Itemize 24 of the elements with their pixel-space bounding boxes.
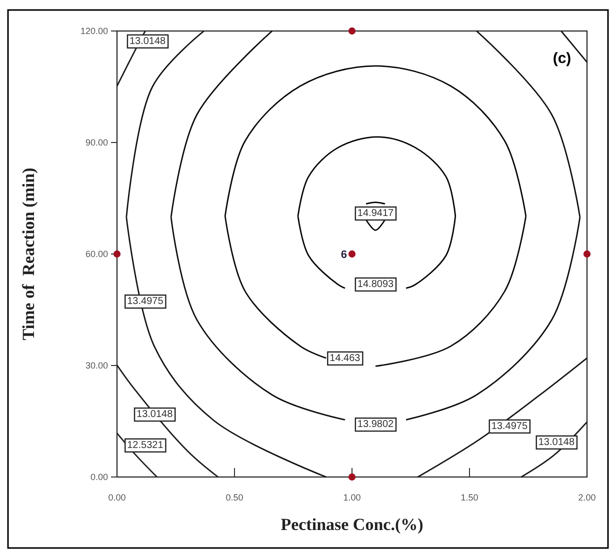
x-tick-label: 2.00 bbox=[578, 492, 596, 502]
annotation: 13.4975 bbox=[491, 420, 528, 432]
annotation: 13.0148 bbox=[129, 36, 166, 47]
annotation: 13.4975 bbox=[127, 296, 164, 308]
x-axis-title: Pectinase Conc.(%) bbox=[280, 515, 424, 534]
annotation: 13.0148 bbox=[136, 409, 174, 420]
x-tick-label: 0.50 bbox=[226, 492, 244, 502]
x-tick-label: 1.00 bbox=[343, 492, 361, 502]
annotation: 13.0148 bbox=[538, 436, 575, 448]
y-tick-label: 120.00 bbox=[80, 26, 108, 36]
annotation: (c) bbox=[552, 50, 572, 67]
x-tick-label: 0.00 bbox=[108, 492, 126, 502]
annotation: 12.5321 bbox=[127, 440, 164, 451]
annotation: 14.8093 bbox=[357, 278, 394, 290]
annotation: 14.463 bbox=[330, 352, 361, 364]
y-axis-title: Time of Reaction (min) bbox=[19, 168, 38, 340]
annotation: 14.9417 bbox=[357, 208, 394, 219]
y-tick-label: 30.00 bbox=[85, 360, 108, 370]
y-tick-label: 60.00 bbox=[85, 248, 108, 259]
y-tick-label: 0.00 bbox=[90, 472, 108, 482]
y-tick-label: 90.00 bbox=[85, 137, 108, 148]
x-tick-label: 1.50 bbox=[460, 492, 478, 502]
annotation: 6 bbox=[340, 249, 347, 261]
annotation: 13.9802 bbox=[357, 419, 394, 430]
